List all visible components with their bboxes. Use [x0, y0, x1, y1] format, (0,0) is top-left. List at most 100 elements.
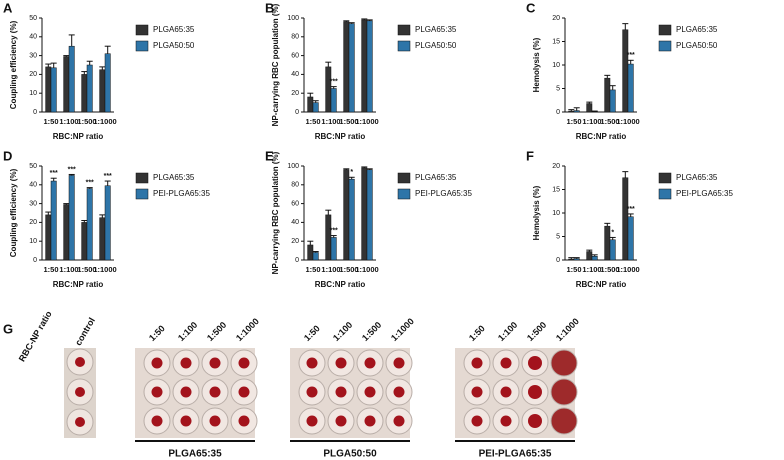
- bar: [604, 77, 611, 113]
- y-tick-label: 15: [552, 186, 560, 193]
- significance-label: ***: [627, 206, 635, 213]
- bar: [609, 89, 616, 113]
- y-axis-title: Coupling efficiency (%): [9, 20, 18, 109]
- x-tick-label: 1:1000: [355, 117, 378, 126]
- y-tick-label: 10: [29, 90, 37, 97]
- column-label: 1:100: [496, 320, 519, 343]
- column-label: 1:500: [525, 320, 548, 343]
- y-tick-label: 20: [291, 90, 299, 97]
- rbc-pellet: [209, 415, 221, 427]
- x-tick-label: 1:1000: [93, 117, 116, 126]
- error-bar: [627, 59, 634, 65]
- error-bar: [330, 86, 337, 89]
- group-label: PLGA50:50: [323, 449, 377, 460]
- rbc-pellet: [528, 356, 542, 370]
- error-bar: [68, 34, 75, 47]
- y-tick-label: 60: [291, 200, 299, 207]
- x-tick-label: 1:100: [582, 117, 601, 126]
- x-tick-label: 1:100: [59, 117, 78, 126]
- rbc-pellet: [180, 386, 192, 398]
- column-label: 1:50: [147, 323, 167, 343]
- rbc-pellet: [151, 386, 163, 398]
- control-label: control: [73, 316, 97, 347]
- error-bar: [604, 74, 611, 79]
- error-bar: [325, 209, 332, 215]
- y-tick-label: 30: [29, 52, 37, 59]
- rbc-pellet: [364, 415, 376, 427]
- panel-label: B: [265, 0, 274, 15]
- rbc-pellet: [528, 414, 542, 428]
- y-tick-label: 20: [29, 71, 37, 78]
- y-tick-label: 0: [33, 257, 37, 264]
- y-tick-label: 30: [29, 200, 37, 207]
- error-bar: [99, 214, 106, 218]
- column-label: 1:500: [205, 320, 228, 343]
- bar: [586, 103, 593, 113]
- rbc-pellet: [151, 415, 163, 427]
- bar: [573, 110, 580, 113]
- legend-label: PLGA65:35: [676, 25, 718, 34]
- error-bar: [325, 61, 332, 67]
- bar: [573, 258, 580, 261]
- bar: [81, 74, 88, 113]
- y-tick-label: 20: [552, 15, 560, 22]
- bar: [343, 169, 350, 261]
- panel-label: G: [3, 321, 13, 336]
- y-tick-label: 40: [291, 219, 299, 226]
- bar: [307, 96, 314, 113]
- rbc-pellet: [306, 415, 318, 427]
- y-tick-label: 80: [291, 182, 299, 189]
- x-axis-title: RBC:NP ratio: [315, 132, 366, 141]
- bar: [63, 56, 70, 113]
- bar: [609, 239, 616, 261]
- error-bar: [343, 168, 350, 170]
- rbc-pellet: [180, 357, 192, 369]
- bar: [307, 244, 314, 261]
- error-bar: [604, 222, 611, 227]
- y-tick-label: 40: [29, 182, 37, 189]
- column-label: 1:1000: [554, 316, 581, 343]
- group-label: PLGA65:35: [168, 449, 222, 460]
- error-bar: [50, 177, 57, 182]
- y-tick-label: 40: [29, 34, 37, 41]
- bar: [104, 185, 111, 261]
- y-axis-title: Coupling efficiency (%): [9, 168, 18, 257]
- error-bar: [343, 20, 350, 22]
- bar: [361, 167, 368, 261]
- bar: [366, 20, 373, 113]
- error-bar: [609, 236, 616, 240]
- y-axis-title: Hemolysis (%): [532, 185, 541, 240]
- rbc-pellet: [151, 357, 163, 369]
- column-label: 1:1000: [389, 316, 416, 343]
- bar: [591, 255, 598, 261]
- well: [550, 349, 578, 377]
- rbc-pellet: [238, 415, 250, 427]
- y-tick-label: 5: [556, 233, 560, 240]
- x-tick-label: 1:1000: [616, 117, 639, 126]
- legend-swatch: [135, 172, 149, 184]
- panel-label: C: [526, 0, 536, 15]
- error-bar: [348, 176, 355, 180]
- rbc-pellet: [306, 357, 318, 369]
- error-bar: [99, 66, 106, 70]
- significance-label: ***: [104, 173, 112, 180]
- bar: [361, 19, 368, 113]
- rbc-pellet: [209, 357, 221, 369]
- x-tick-label: 1:100: [321, 117, 340, 126]
- error-bar: [568, 257, 575, 260]
- bar: [312, 102, 319, 113]
- x-tick-label: 1:50: [566, 265, 581, 274]
- bar: [86, 188, 93, 261]
- rbc-pellet: [393, 415, 405, 427]
- error-bar: [348, 22, 355, 24]
- x-axis-title: RBC:NP ratio: [315, 280, 366, 289]
- x-tick-label: 1:500: [600, 265, 619, 274]
- legend-label: PEI-PLGA65:35: [153, 189, 210, 198]
- error-bar: [361, 18, 368, 20]
- error-bar: [586, 249, 593, 252]
- rbc-pellet: [335, 415, 347, 427]
- bar: [622, 29, 629, 113]
- rbc-pellet: [471, 357, 483, 369]
- well: [550, 407, 578, 435]
